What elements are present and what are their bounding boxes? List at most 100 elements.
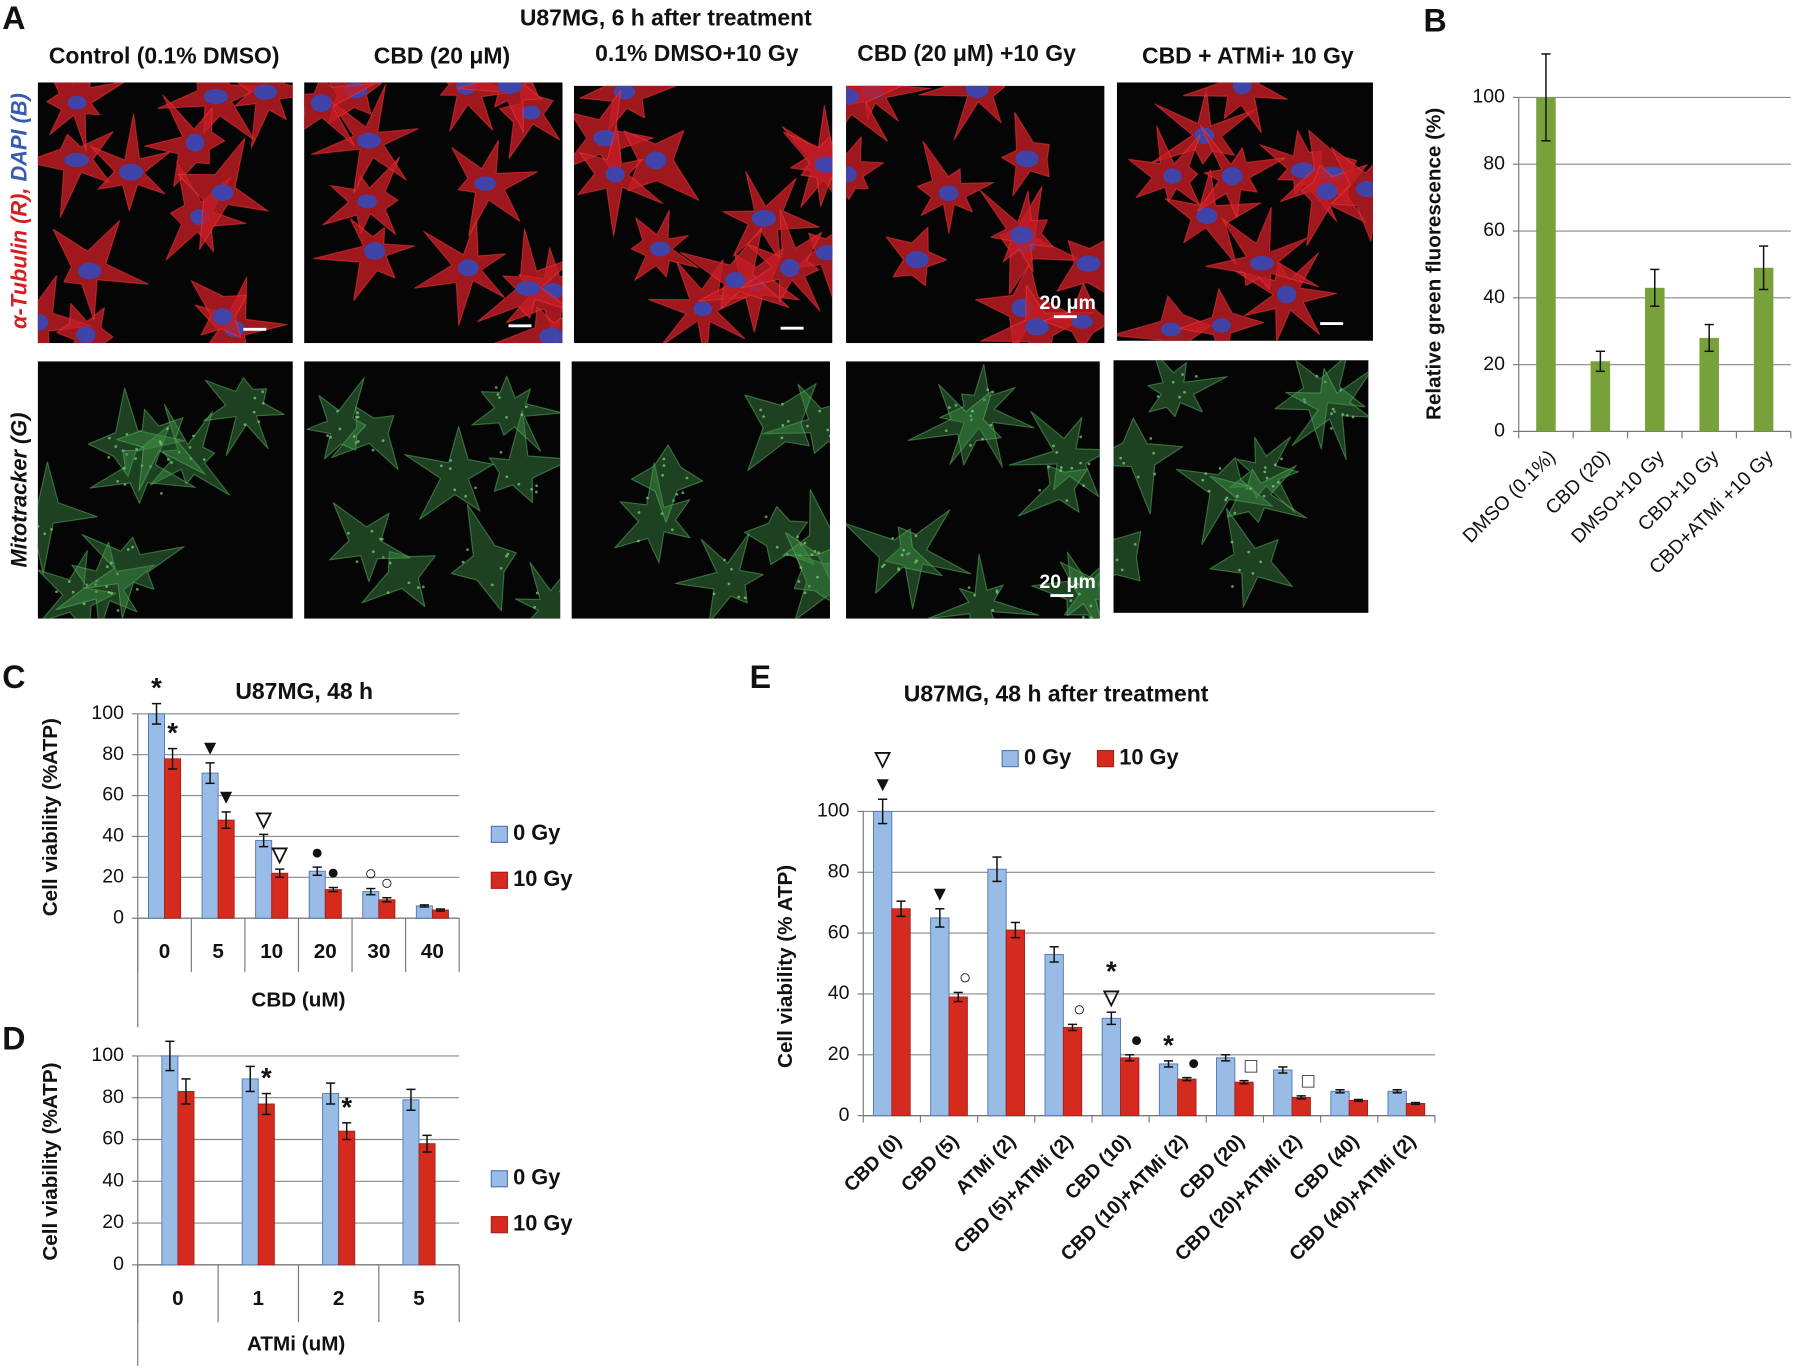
- column-title: CBD + ATMi+ 10 Gy: [1142, 42, 1354, 68]
- y-tick-label: 20: [828, 1043, 850, 1065]
- speck: [94, 583, 97, 586]
- speck: [1079, 584, 1082, 588]
- cell: [762, 383, 830, 454]
- panel-letter: E: [750, 659, 771, 695]
- cell: [116, 408, 206, 492]
- speck: [1070, 466, 1074, 470]
- error-bar: [1182, 1076, 1192, 1082]
- significance-marker: ○: [1073, 998, 1085, 1021]
- error-bar: [328, 886, 338, 893]
- speck: [107, 456, 111, 459]
- micrograph: [37, 361, 293, 619]
- bar: [1699, 337, 1719, 432]
- cell: [498, 82, 561, 160]
- speck: [1259, 560, 1262, 564]
- error-bar: [261, 1092, 271, 1116]
- cells: [304, 82, 563, 344]
- speck: [1156, 395, 1160, 398]
- speck: [37, 524, 40, 528]
- nucleus: [67, 95, 87, 110]
- x-tick-label: 10: [260, 940, 283, 963]
- speck: [170, 461, 173, 464]
- speck: [126, 548, 130, 551]
- speck: [1079, 461, 1082, 465]
- cell: [46, 82, 125, 152]
- bar: [948, 996, 968, 1117]
- legend-swatch: [1096, 750, 1115, 768]
- speck: [131, 545, 134, 549]
- speck: [1149, 437, 1153, 440]
- cell: [89, 425, 196, 504]
- x-axis-label: ATMi (uM): [247, 1333, 345, 1356]
- speck: [82, 602, 86, 606]
- row-label-part: α-Tubulin (R),: [6, 188, 31, 329]
- speck: [490, 583, 494, 587]
- error-bar: [181, 1078, 191, 1105]
- speck: [517, 482, 521, 486]
- speck: [94, 590, 98, 594]
- speck: [915, 559, 918, 563]
- speck: [1329, 426, 1333, 430]
- nucleus: [211, 184, 234, 201]
- y-axis-label: Relative green fluorescence (%): [1422, 108, 1445, 420]
- chart-title: U87MG, 48 h: [235, 678, 373, 704]
- speck: [453, 488, 457, 492]
- speck: [347, 531, 350, 535]
- speck: [356, 411, 360, 415]
- y-axis-label: Cell viability (% ATP): [774, 865, 797, 1068]
- speck: [474, 486, 477, 490]
- cell: [744, 383, 817, 471]
- error-bar: [1049, 946, 1059, 963]
- speck: [1323, 380, 1327, 384]
- speck: [1204, 472, 1208, 476]
- speck: [842, 569, 845, 572]
- nucleus: [1076, 255, 1101, 272]
- speck: [1152, 451, 1155, 455]
- speck: [559, 590, 561, 593]
- speck: [1079, 435, 1083, 439]
- legend-label: 0 Gy: [513, 1165, 560, 1190]
- y-tick-label: 60: [102, 784, 124, 806]
- y-tick-label: 40: [102, 825, 124, 847]
- error-bar: [1163, 1060, 1174, 1068]
- speck: [1333, 410, 1336, 413]
- speck: [1302, 398, 1306, 401]
- bar: [1590, 361, 1611, 432]
- nucleus: [1015, 150, 1039, 168]
- speck: [781, 402, 784, 406]
- cell: [1209, 507, 1293, 608]
- speck: [1073, 580, 1077, 584]
- bar: [324, 889, 342, 919]
- speck: [135, 447, 138, 451]
- speck: [371, 550, 375, 554]
- column-title: Control (0.1% DMSO): [49, 42, 280, 68]
- nucleus: [815, 245, 833, 261]
- nucleus: [1025, 318, 1049, 336]
- speck: [948, 406, 951, 409]
- speck: [50, 528, 53, 531]
- speck: [504, 554, 508, 558]
- speck: [982, 398, 986, 402]
- bar: [255, 840, 273, 919]
- speck: [881, 565, 884, 569]
- speck: [1280, 457, 1283, 461]
- speck: [1247, 550, 1251, 554]
- speck: [799, 566, 803, 570]
- legend-label: 0 Gy: [1024, 744, 1071, 769]
- nucleus: [253, 84, 278, 100]
- speck: [496, 393, 500, 396]
- speck: [1122, 461, 1126, 465]
- bar: [1273, 1069, 1293, 1117]
- cell: [846, 85, 904, 142]
- bar: [241, 1078, 259, 1266]
- speck: [43, 532, 47, 536]
- nucleus: [1196, 207, 1218, 225]
- bar: [322, 1093, 340, 1266]
- bar: [1158, 1063, 1179, 1117]
- speck: [685, 476, 689, 480]
- speck: [110, 591, 113, 595]
- significance-marker: ▽: [271, 843, 289, 866]
- cell: [998, 185, 1083, 295]
- speck: [780, 436, 784, 440]
- nucleus: [814, 157, 833, 173]
